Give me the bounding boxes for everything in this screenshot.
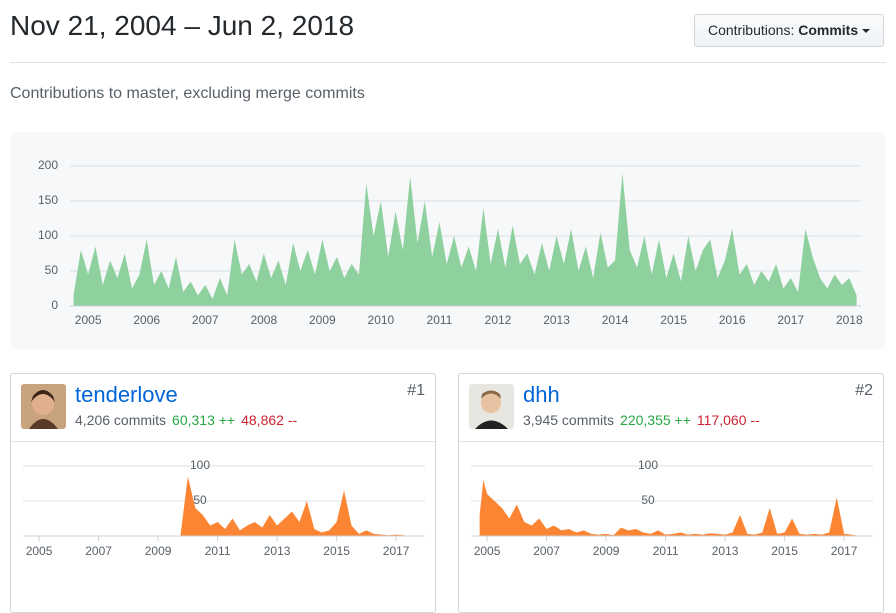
- additions: 220,355 ++: [620, 412, 691, 428]
- x-tick-label: 2013: [264, 544, 291, 558]
- username[interactable]: tenderlove: [75, 382, 178, 407]
- x-tick-label: 2009: [593, 544, 620, 558]
- x-tick-label: 2018: [836, 313, 863, 327]
- x-tick-label: 2016: [719, 313, 746, 327]
- y-tick-label: 100: [190, 458, 210, 472]
- x-tick-label: 2015: [660, 313, 687, 327]
- main-chart: 0 50 100 150 200 2005 2006 2007 2008 2009 2010 2011…: [38, 158, 863, 327]
- y-tick-label: 50: [641, 493, 655, 507]
- x-tick-label: 2012: [485, 313, 512, 327]
- additions: 60,313 ++: [172, 412, 236, 428]
- divider: [10, 62, 886, 63]
- contributor-card: dhh 3,945 commits 220,355 ++ 117,060 -- #2…: [458, 373, 884, 613]
- x-tick-label: 2015: [323, 544, 350, 558]
- x-tick-label: 2011: [653, 544, 679, 558]
- x-tick-label: 2011: [205, 544, 231, 558]
- card-header: dhh 3,945 commits 220,355 ++ 117,060 -- #2: [459, 374, 883, 442]
- x-tick-label: 2013: [712, 544, 739, 558]
- x-tick-label: 2013: [543, 313, 570, 327]
- avatar[interactable]: [21, 384, 66, 429]
- y-tick-label: 100: [638, 458, 658, 472]
- area: [180, 476, 412, 536]
- y-tick-label: 200: [38, 158, 58, 172]
- caret: [862, 29, 871, 34]
- rank: #2: [855, 382, 873, 399]
- card-header: tenderlove 4,206 commits 60,313 ++ 48,862 …: [11, 374, 435, 442]
- x-tick-label: 2010: [368, 313, 395, 327]
- y-tick-label: 50: [45, 263, 59, 277]
- avatar[interactable]: [469, 384, 514, 429]
- x-tick-label: 2005: [26, 544, 53, 558]
- x-tick-label: 2005: [75, 313, 102, 327]
- area: [73, 173, 857, 306]
- subtitle: Contributions to master, excluding merge…: [10, 85, 365, 102]
- contributor-chart: 50 100 2005 2007 2009 2011 2013 2015 2017: [471, 458, 873, 558]
- contributor-chart: 50 100 2005 2007 2009 2011 2013 2015 2017: [23, 458, 425, 558]
- x-tick-label: 2007: [533, 544, 560, 558]
- deletions: 48,862 --: [241, 412, 298, 428]
- commit-count: 4,206 commits: [75, 412, 167, 428]
- main-chart-box: 0 50 100 150 200 2005 2006 2007 2008 2009 2010 2011…: [10, 132, 886, 350]
- x-tick-label: 2007: [192, 313, 219, 327]
- x-tick-label: 2017: [831, 544, 858, 558]
- page-title: Nov 21, 2004 – Jun 2, 2018: [10, 10, 355, 41]
- x-tick-label: 2017: [383, 544, 410, 558]
- dropdown-value: Commits: [798, 22, 859, 38]
- y-tick-label: 50: [193, 493, 207, 507]
- x-tick-label: 2006: [133, 313, 160, 327]
- x-tick-label: 2011: [427, 313, 453, 327]
- rank: #1: [407, 382, 425, 399]
- dropdown-label: Contributions:: [707, 22, 795, 38]
- x-tick-label: 2007: [85, 544, 112, 558]
- username[interactable]: dhh: [523, 382, 560, 407]
- x-tick-label: 2014: [602, 313, 629, 327]
- x-tick-label: 2009: [145, 544, 172, 558]
- deletions: 117,060 --: [696, 412, 760, 428]
- y-tick-label: 0: [51, 298, 58, 312]
- contributions-dropdown[interactable]: Contributions: Commits: [694, 14, 884, 47]
- area: [479, 480, 860, 536]
- x-tick-label: 2005: [474, 544, 501, 558]
- y-tick-label: 150: [38, 193, 58, 207]
- stats: 4,206 commits 60,313 ++ 48,862 --: [75, 412, 297, 428]
- x-tick-label: 2015: [771, 544, 798, 558]
- x-tick-label: 2017: [777, 313, 804, 327]
- commit-count: 3,945 commits: [523, 412, 615, 428]
- y-tick-label: 100: [38, 228, 58, 242]
- stats: 3,945 commits 220,355 ++ 117,060 --: [523, 412, 760, 428]
- contributor-card: tenderlove 4,206 commits 60,313 ++ 48,862 …: [10, 373, 436, 613]
- x-tick-label: 2008: [250, 313, 277, 327]
- x-tick-label: 2009: [309, 313, 336, 327]
